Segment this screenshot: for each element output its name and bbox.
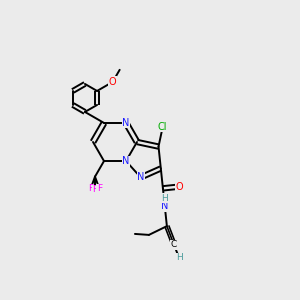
Text: F: F (97, 184, 102, 194)
Text: H: H (176, 254, 182, 262)
Text: N: N (122, 118, 130, 128)
Text: Cl: Cl (158, 122, 167, 132)
Text: N: N (161, 201, 169, 211)
Text: O: O (109, 77, 116, 87)
Text: O: O (175, 182, 183, 192)
Text: C: C (171, 240, 177, 249)
Text: F: F (88, 184, 93, 194)
Text: H: H (161, 194, 168, 203)
Text: N: N (122, 156, 130, 166)
Text: N: N (137, 172, 144, 182)
Text: F: F (92, 185, 98, 194)
